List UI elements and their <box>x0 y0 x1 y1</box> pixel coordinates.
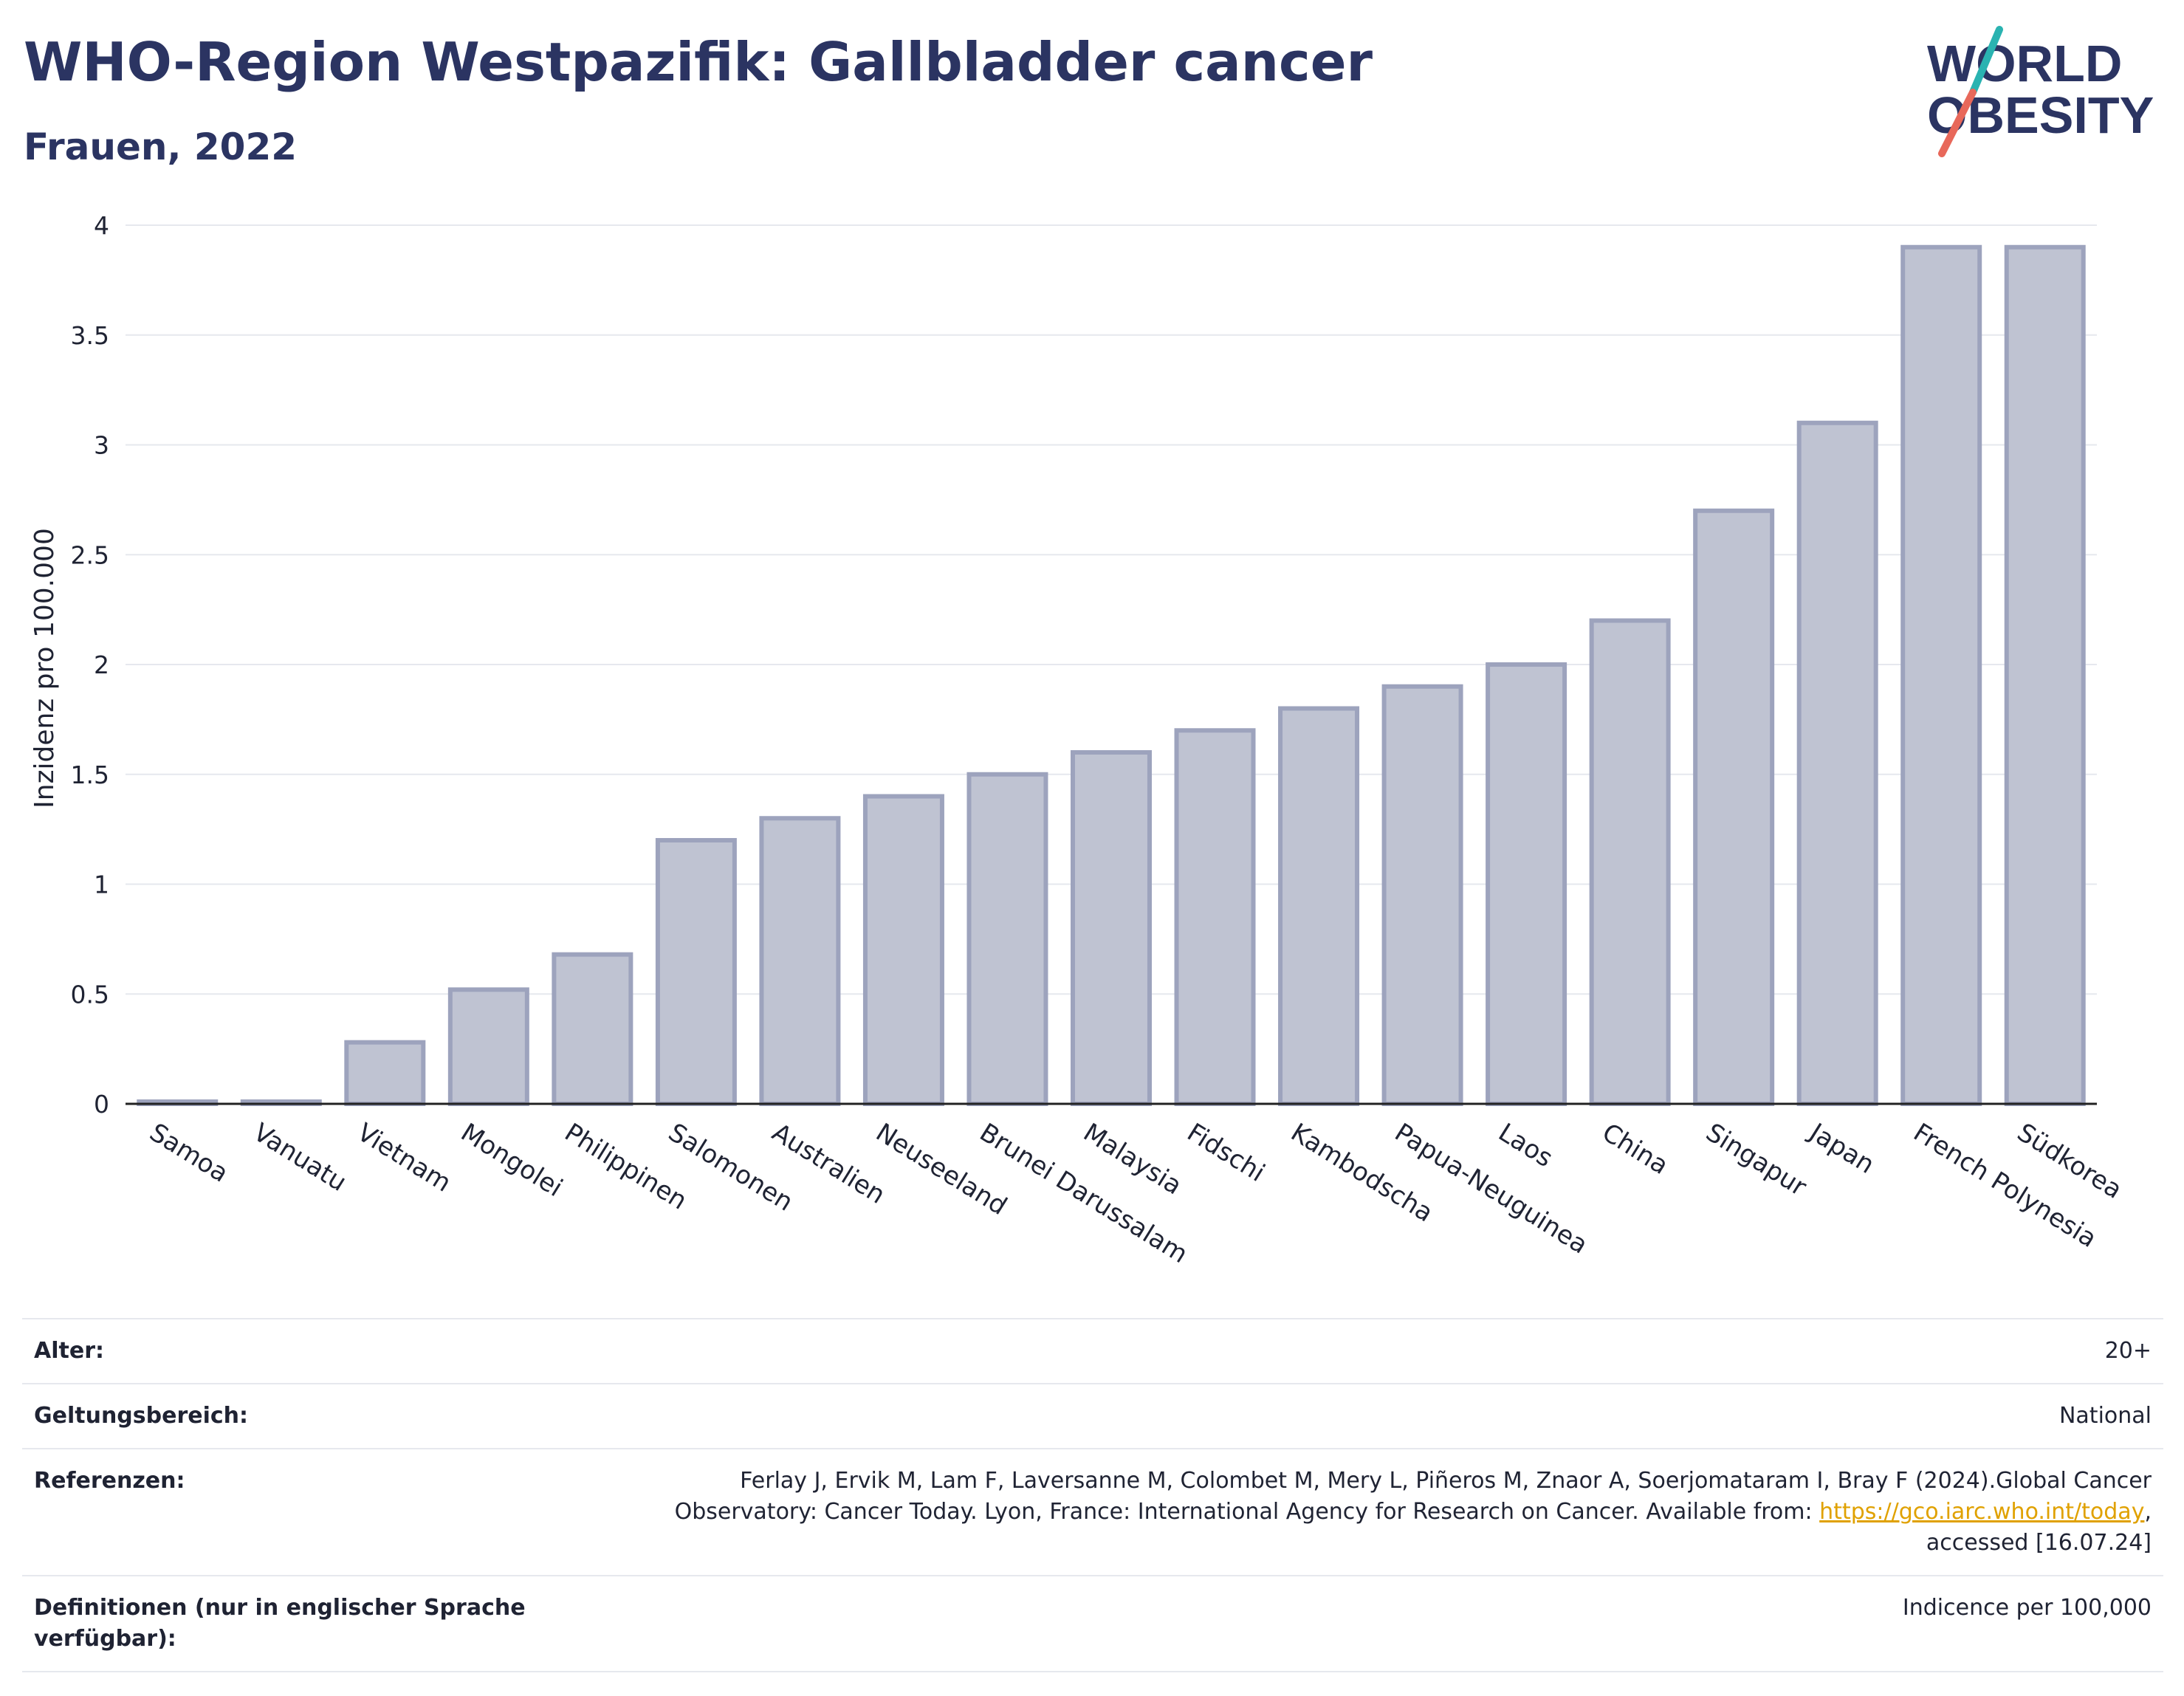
bar <box>761 818 838 1104</box>
x-tick-label: Laos <box>1493 1118 1558 1173</box>
y-tick-label: 1.5 <box>71 761 109 789</box>
bar <box>450 989 527 1104</box>
references-text-1: Ferlay J, Ervik M, Lam F, Laversanne M, … <box>740 1468 2152 1494</box>
y-tick-label: 4 <box>94 211 109 240</box>
y-tick-label: 2.5 <box>71 540 109 569</box>
y-tick-label: 1 <box>94 871 109 899</box>
bar <box>969 775 1045 1104</box>
definitions-label: Definitionen (nur in englischer Sprache … <box>34 1593 566 1655</box>
references-text-4: accessed [16.07.24] <box>1926 1530 2152 1556</box>
bar <box>1073 752 1150 1104</box>
bar <box>1280 709 1357 1105</box>
bar <box>658 840 735 1104</box>
references-link[interactable]: https://gco.iarc.who.int/today <box>1819 1499 2144 1525</box>
references-value: Ferlay J, Ervik M, Lam F, Laversanne M, … <box>675 1466 2152 1559</box>
y-tick-label: 3.5 <box>71 321 109 350</box>
y-tick-label: 0 <box>94 1090 109 1119</box>
bar <box>1799 423 1876 1104</box>
definitions-value: Indicence per 100,000 <box>1903 1593 2152 1624</box>
x-tick-label: Japan <box>1803 1117 1879 1180</box>
info-row-age: Alter: 20+ <box>22 1318 2163 1383</box>
x-tick-label: Fidschi <box>1182 1118 1270 1188</box>
y-tick-label: 0.5 <box>71 980 109 1009</box>
info-row-scope: Geltungsbereich: National <box>22 1383 2163 1448</box>
x-tick-label: French Polynesia <box>1908 1118 2101 1254</box>
bar <box>1695 511 1772 1104</box>
info-row-definitions: Definitionen (nur in englischer Sprache … <box>22 1575 2163 1672</box>
references-label: Referenzen: <box>34 1466 566 1497</box>
bar <box>1592 621 1669 1105</box>
age-value: 20+ <box>2105 1336 2152 1367</box>
y-axis-label: Inzidenz pro 100.000 <box>30 528 60 808</box>
x-tick-label: Vietnam <box>352 1118 456 1198</box>
bar-chart: 0 0.5 1 1.5 2 2.5 3 3.5 4 Samoa Vanuatu Vietnam Mong… <box>0 0 2184 1300</box>
bar <box>554 955 631 1104</box>
x-tick-label: Mongolei <box>456 1118 568 1203</box>
references-text-2: Observatory: Cancer Today. Lyon, France:… <box>675 1499 1820 1525</box>
bar <box>346 1043 423 1104</box>
bar <box>1488 665 1565 1104</box>
bars <box>139 247 2083 1104</box>
scope-label: Geltungsbereich: <box>34 1401 566 1432</box>
y-tick-label: 3 <box>94 431 109 460</box>
scope-value: National <box>2059 1401 2152 1432</box>
bar <box>1384 687 1461 1104</box>
info-row-references: Referenzen: Ferlay J, Ervik M, Lam F, La… <box>22 1448 2163 1575</box>
bar <box>2007 247 2084 1104</box>
x-tick-label: China <box>1597 1118 1674 1181</box>
x-tick-label: Singapur <box>1700 1118 1811 1203</box>
x-tick-label: Vanuatu <box>248 1118 351 1198</box>
bar <box>1903 247 1979 1104</box>
info-table: Alter: 20+ Geltungsbereich: National Ref… <box>22 1318 2163 1672</box>
y-tick-label: 2 <box>94 650 109 679</box>
bar <box>1177 730 1254 1104</box>
references-text-3: , <box>2144 1499 2152 1525</box>
x-tick-label: Samoa <box>144 1118 233 1189</box>
bar <box>865 797 942 1105</box>
x-tick-label: Papua-Neuguinea <box>1390 1118 1593 1260</box>
age-label: Alter: <box>34 1336 566 1367</box>
